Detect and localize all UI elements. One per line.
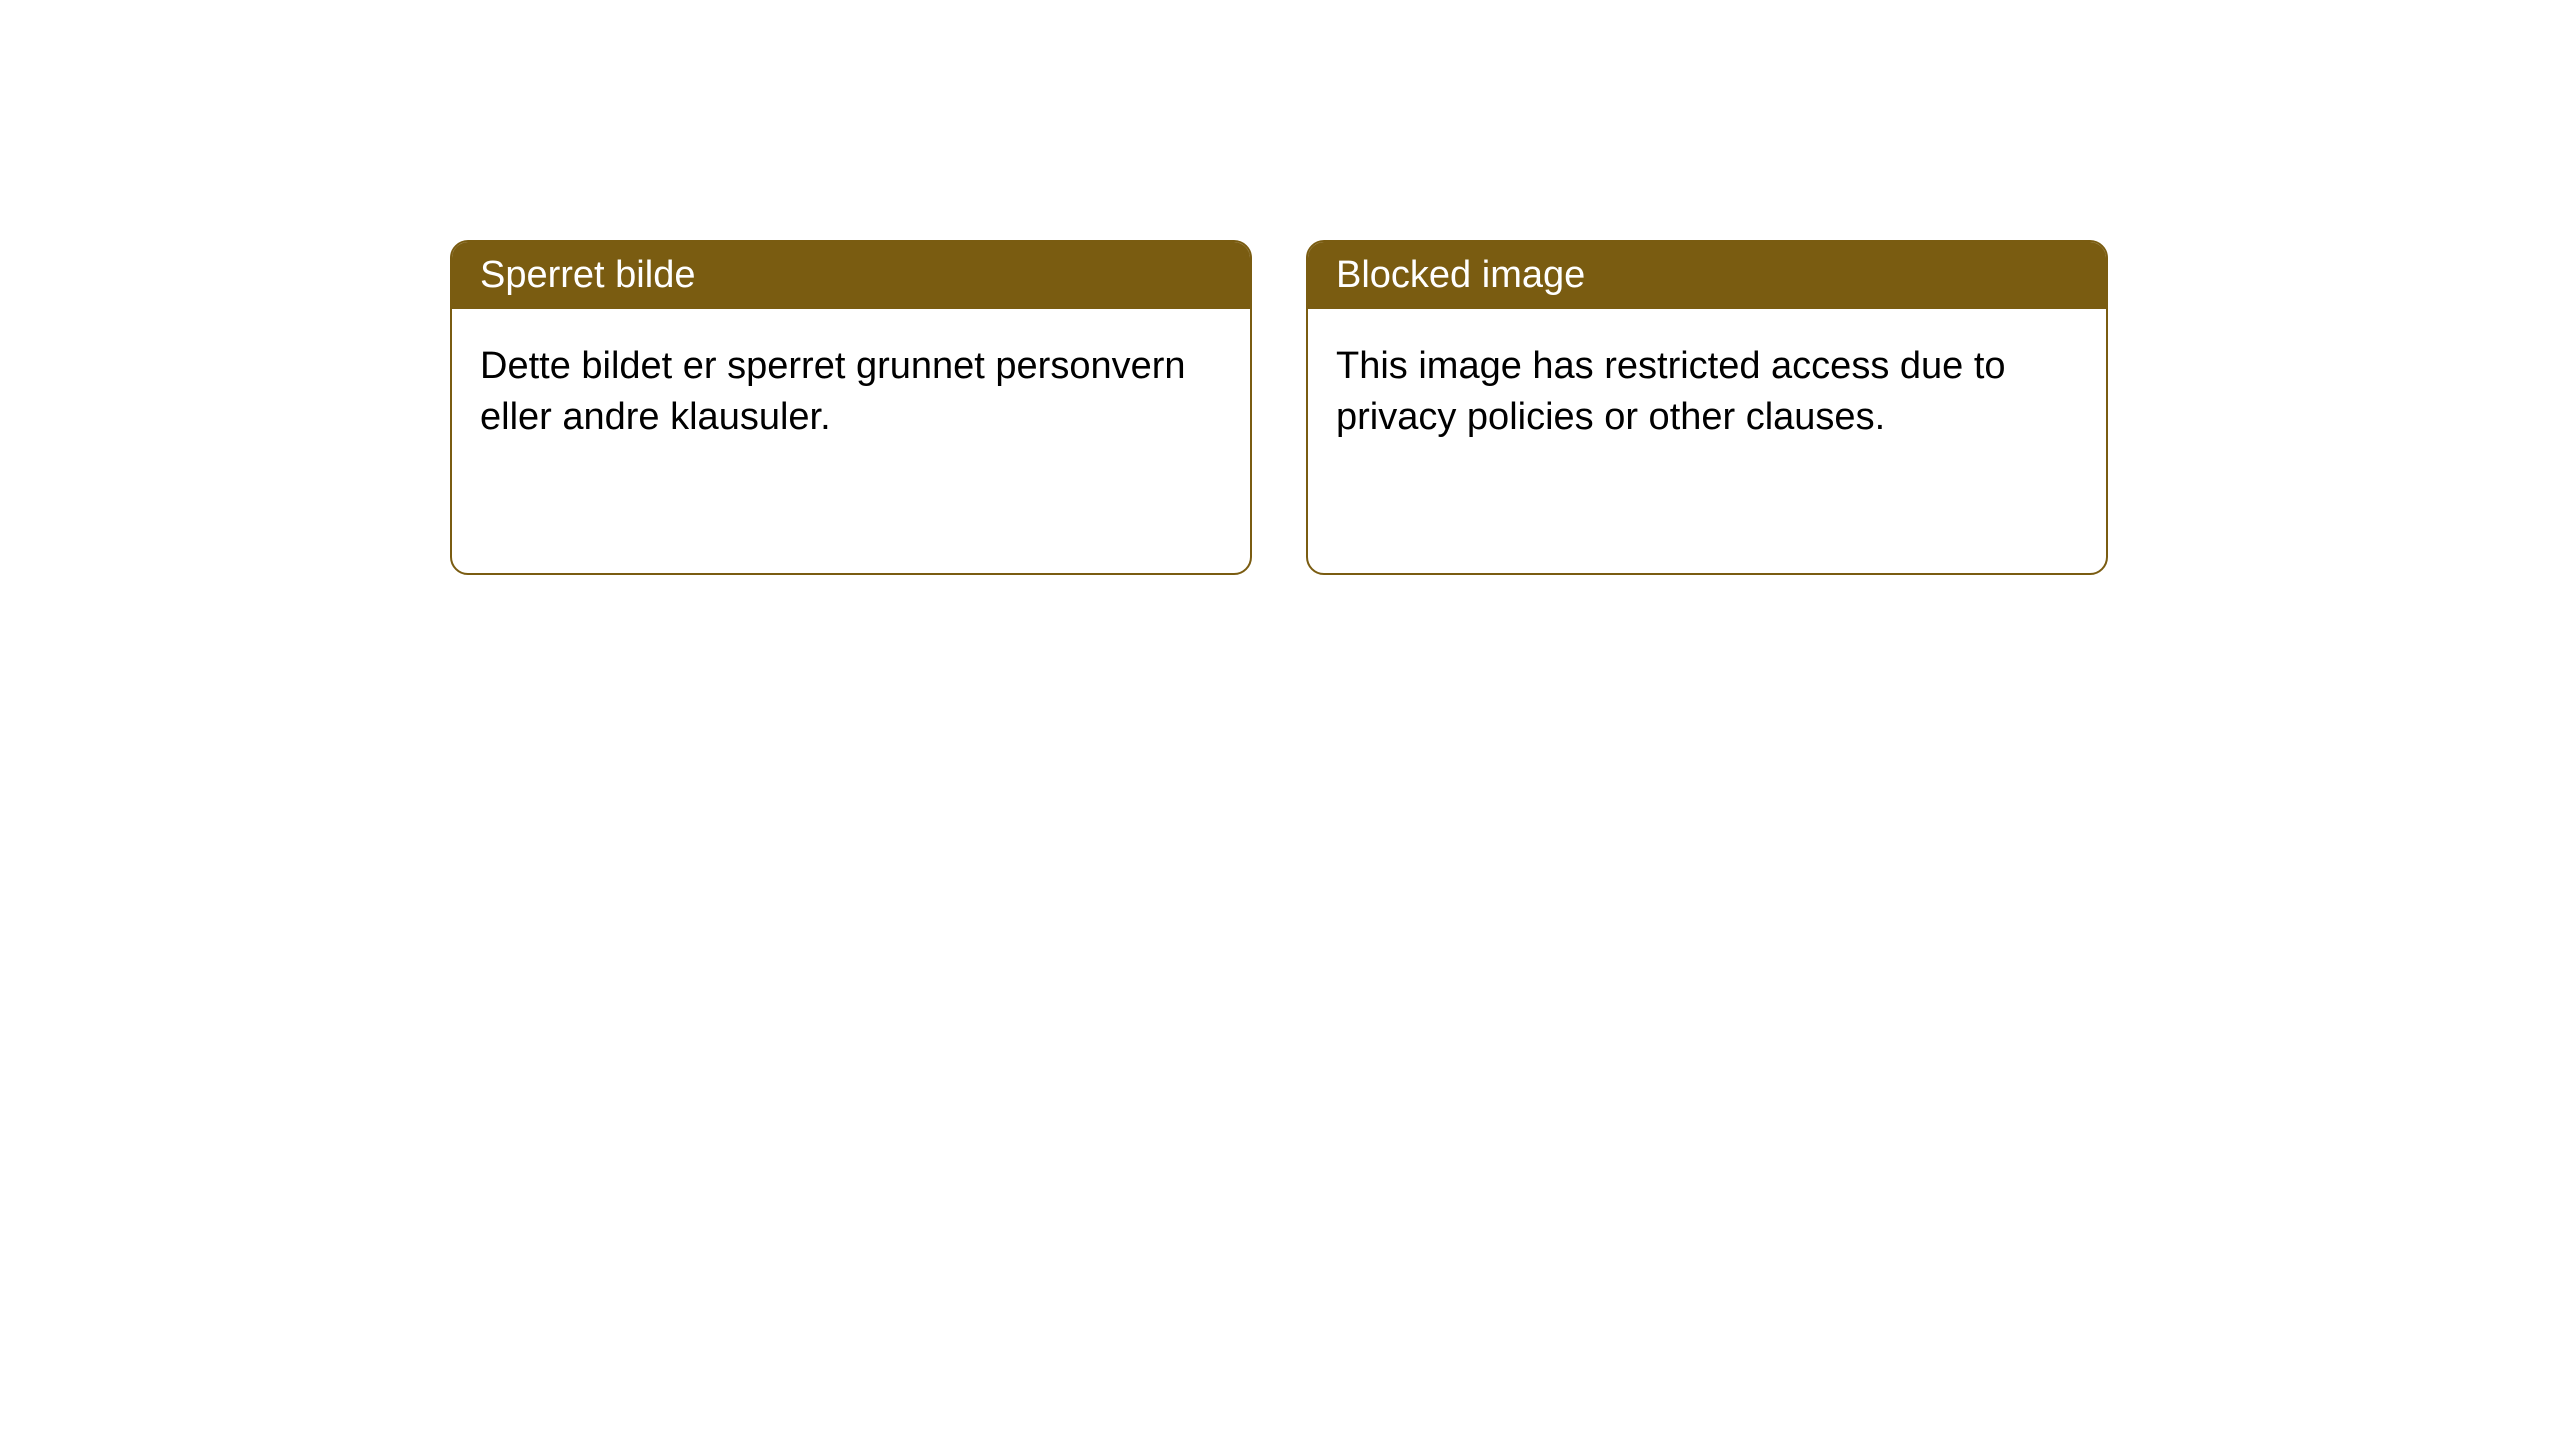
card-body-text: This image has restricted access due to … <box>1336 345 2006 438</box>
card-header: Sperret bilde <box>452 242 1250 309</box>
notice-card-norwegian: Sperret bilde Dette bildet er sperret gr… <box>450 240 1252 575</box>
card-header: Blocked image <box>1308 242 2106 309</box>
card-title: Blocked image <box>1336 254 1585 296</box>
card-body: This image has restricted access due to … <box>1308 309 2106 476</box>
notice-container: Sperret bilde Dette bildet er sperret gr… <box>450 240 2108 575</box>
notice-card-english: Blocked image This image has restricted … <box>1306 240 2108 575</box>
card-body-text: Dette bildet er sperret grunnet personve… <box>480 345 1186 438</box>
card-title: Sperret bilde <box>480 254 695 296</box>
card-body: Dette bildet er sperret grunnet personve… <box>452 309 1250 476</box>
